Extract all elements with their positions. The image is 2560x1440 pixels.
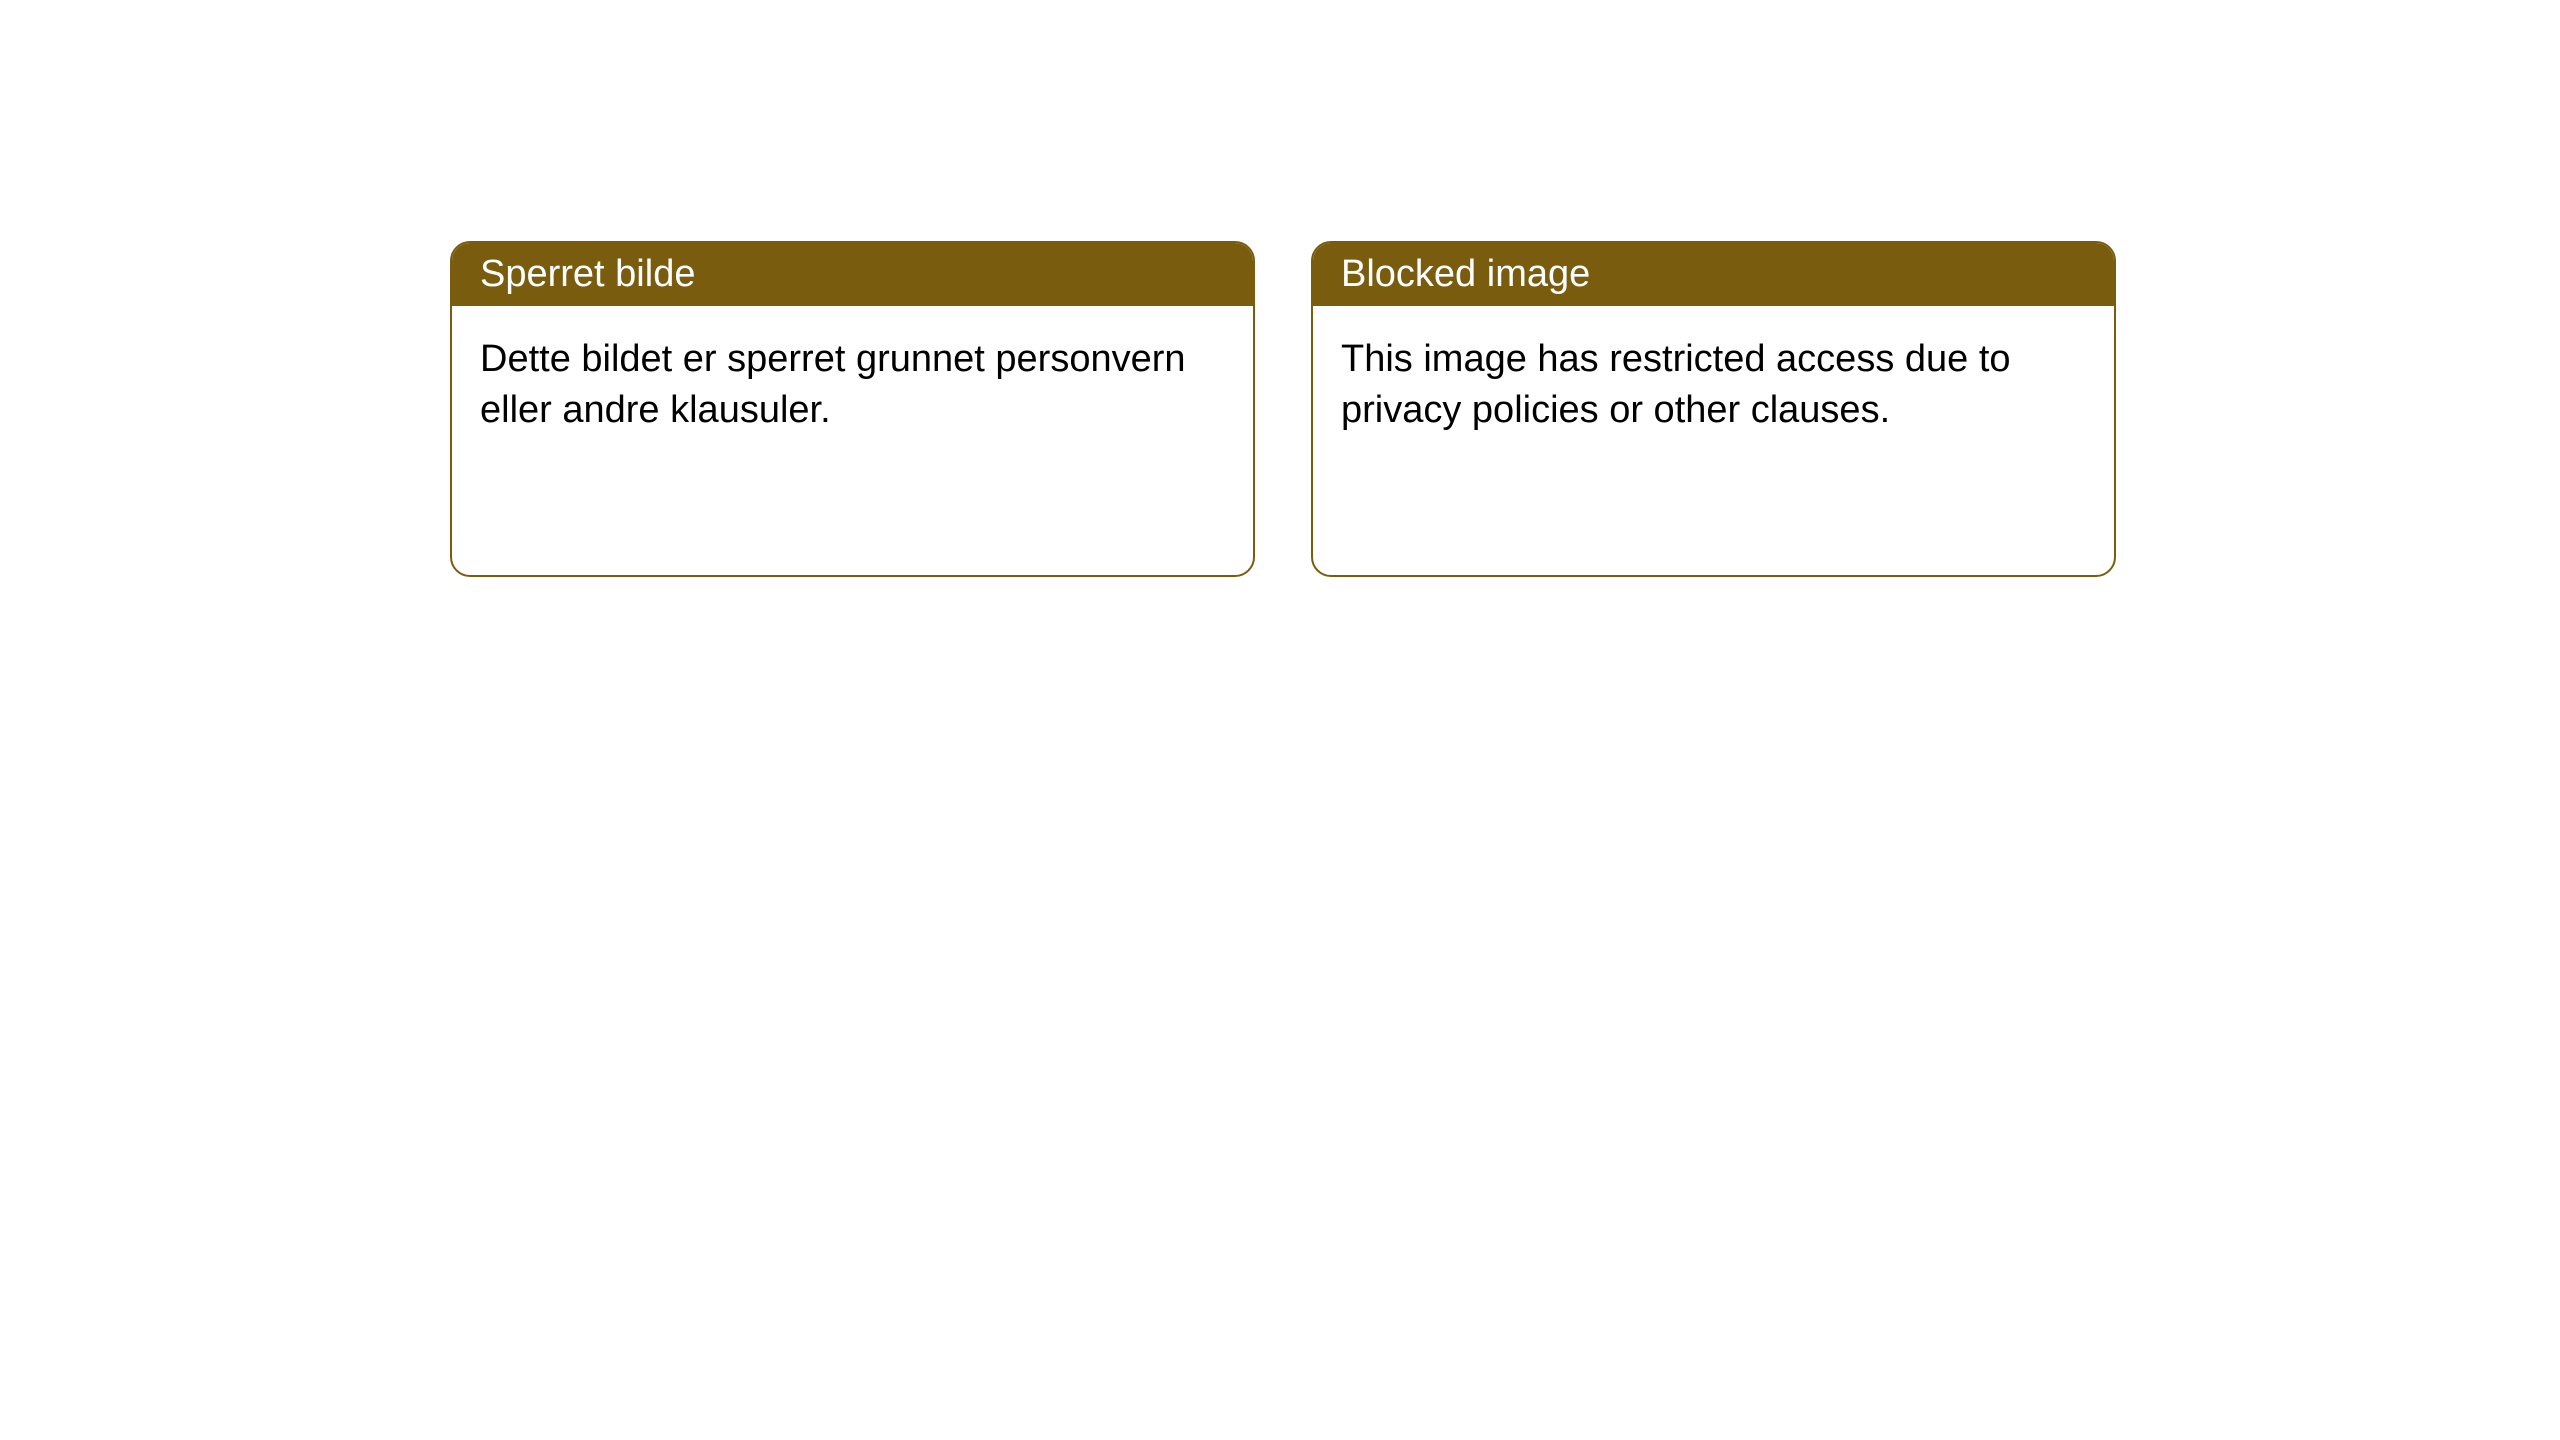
card-body: This image has restricted access due to … [1313, 306, 2114, 465]
card-header: Blocked image [1313, 243, 2114, 306]
card-body: Dette bildet er sperret grunnet personve… [452, 306, 1253, 465]
card-title: Sperret bilde [480, 253, 695, 295]
card-title: Blocked image [1341, 253, 1590, 295]
notice-card-no: Sperret bilde Dette bildet er sperret gr… [450, 241, 1255, 577]
card-body-text: This image has restricted access due to … [1341, 338, 2011, 431]
notice-card-en: Blocked image This image has restricted … [1311, 241, 2116, 577]
cards-container: Sperret bilde Dette bildet er sperret gr… [450, 241, 2116, 577]
card-header: Sperret bilde [452, 243, 1253, 306]
card-body-text: Dette bildet er sperret grunnet personve… [480, 338, 1186, 431]
